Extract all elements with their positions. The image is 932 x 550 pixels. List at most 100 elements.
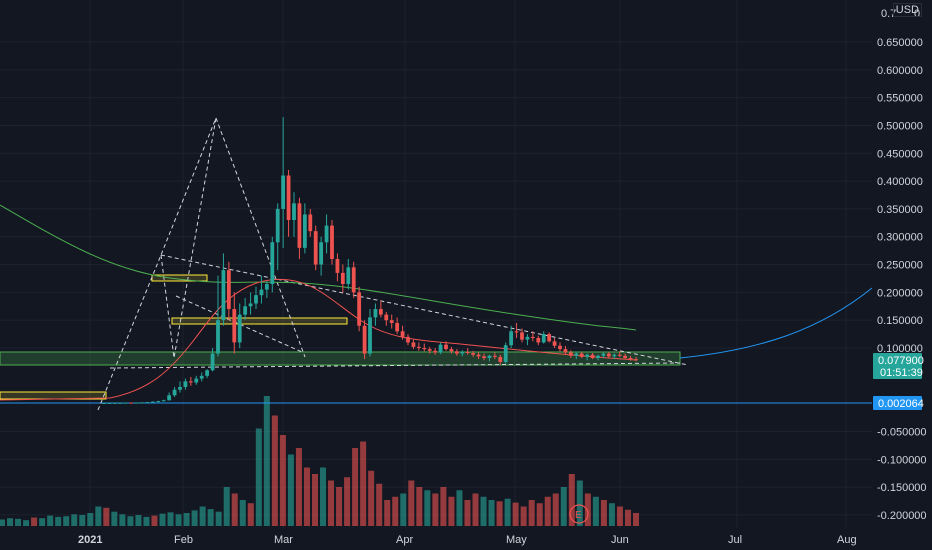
volume-bar bbox=[103, 507, 110, 526]
y-tick-clipped: 0.7 bbox=[881, 8, 896, 20]
candle-body bbox=[552, 341, 557, 346]
y-axis[interactable]: 0.650000 0.600000 0.550000 0.500000 0.450000… bbox=[877, 37, 927, 522]
volume-bar bbox=[608, 503, 615, 526]
volume-bar bbox=[183, 513, 190, 526]
candle-body bbox=[107, 402, 112, 404]
y-tick-label: 0.600000 bbox=[877, 65, 923, 77]
hline-price-badge[interactable]: 0.002064 bbox=[873, 396, 924, 410]
volume-bar bbox=[592, 496, 599, 526]
candle-body bbox=[172, 389, 177, 396]
y-tick-label: -0.100000 bbox=[877, 454, 927, 466]
candle-body bbox=[351, 267, 356, 293]
candle-body bbox=[340, 272, 345, 285]
volume-bar bbox=[255, 428, 262, 526]
volume-bar bbox=[23, 520, 30, 526]
y-tick-label: -0.150000 bbox=[877, 482, 927, 494]
volume-bar bbox=[295, 448, 302, 526]
candle-body bbox=[579, 353, 584, 357]
y-tick-label: 0.100000 bbox=[877, 343, 923, 355]
volume-bar bbox=[247, 503, 254, 526]
green-zone bbox=[0, 351, 681, 366]
volume-bar bbox=[320, 467, 327, 526]
trendline-mid bbox=[175, 295, 303, 353]
candle-body bbox=[319, 242, 324, 265]
x-tick-label: Apr bbox=[396, 534, 413, 546]
candle-body bbox=[210, 353, 215, 371]
y-tick-label: 0.650000 bbox=[877, 37, 923, 49]
y-tick-label: 0.450000 bbox=[877, 148, 923, 160]
volume-bar bbox=[520, 506, 527, 526]
volume-bar bbox=[448, 496, 455, 526]
candle-body bbox=[623, 355, 628, 359]
candle-body bbox=[514, 331, 519, 333]
candle-body bbox=[525, 336, 530, 340]
volume-bar bbox=[47, 515, 54, 526]
volume-bar bbox=[79, 514, 86, 526]
volume-bar bbox=[464, 500, 471, 526]
candle-body bbox=[188, 381, 193, 383]
candle-body bbox=[357, 292, 362, 326]
volume-bar bbox=[633, 513, 639, 526]
candle-body bbox=[617, 354, 622, 356]
earnings-icon: E bbox=[575, 510, 582, 521]
y-tick-label: -0.200000 bbox=[877, 510, 927, 522]
candle-body bbox=[634, 359, 638, 361]
yellow-zone-mar bbox=[171, 317, 348, 325]
x-tick-label: Mar bbox=[274, 534, 293, 546]
volume-bar bbox=[31, 517, 38, 526]
x-tick-label: Aug bbox=[837, 534, 857, 546]
volume-bar bbox=[135, 514, 142, 526]
countdown-timer: 01:51:39 bbox=[880, 367, 923, 379]
candle-body bbox=[454, 351, 459, 354]
candle-body bbox=[167, 395, 172, 401]
candle-body bbox=[178, 386, 182, 390]
volume-bar bbox=[175, 514, 182, 526]
candle-body bbox=[612, 354, 617, 357]
volume-bar bbox=[119, 514, 126, 526]
volume-bar bbox=[624, 509, 631, 526]
volume-bar bbox=[15, 518, 22, 526]
candle-body bbox=[134, 402, 139, 404]
volume-bar bbox=[576, 480, 583, 526]
candle-body bbox=[373, 309, 378, 318]
volume-bar bbox=[552, 493, 559, 526]
yellow-zone-feb bbox=[151, 274, 208, 282]
candle-body bbox=[264, 284, 269, 290]
volume-bar bbox=[39, 518, 46, 526]
candle-body bbox=[498, 356, 503, 362]
candle-body bbox=[384, 314, 389, 321]
volume-bar bbox=[215, 511, 222, 526]
candle-body bbox=[574, 353, 579, 356]
volume-bar bbox=[7, 518, 14, 526]
volume-bar bbox=[560, 487, 567, 526]
candle-body bbox=[460, 351, 465, 354]
ma-slow-line bbox=[0, 204, 637, 331]
volume-bar bbox=[231, 493, 238, 526]
candle-body bbox=[368, 317, 372, 354]
volume-bar bbox=[480, 496, 487, 526]
candle-body bbox=[330, 225, 334, 259]
x-tick-label: 2021 bbox=[78, 534, 102, 546]
candle-body bbox=[590, 354, 595, 359]
currency-label[interactable]: USD bbox=[892, 3, 922, 17]
candle-body bbox=[286, 175, 291, 221]
currency-code: USD bbox=[892, 3, 922, 17]
candle-body bbox=[378, 309, 383, 315]
candle-body bbox=[395, 322, 400, 332]
volume-bar bbox=[271, 415, 278, 526]
volume-bar bbox=[111, 511, 118, 526]
drawing-tools[interactable] bbox=[0, 116, 872, 411]
candle-body bbox=[346, 267, 351, 285]
volume-bar bbox=[55, 516, 62, 526]
candle-body bbox=[254, 295, 258, 304]
last-price-badge[interactable]: 0.077900 01:51:39 bbox=[873, 353, 924, 379]
candlesticks[interactable] bbox=[102, 117, 638, 404]
volume-bar bbox=[440, 487, 447, 526]
candle-body bbox=[492, 355, 497, 357]
volume-bar bbox=[328, 480, 335, 526]
candle-body bbox=[422, 348, 427, 350]
earnings-marker[interactable]: E bbox=[569, 504, 589, 524]
candle-body bbox=[243, 306, 248, 315]
candle-body bbox=[145, 402, 150, 404]
